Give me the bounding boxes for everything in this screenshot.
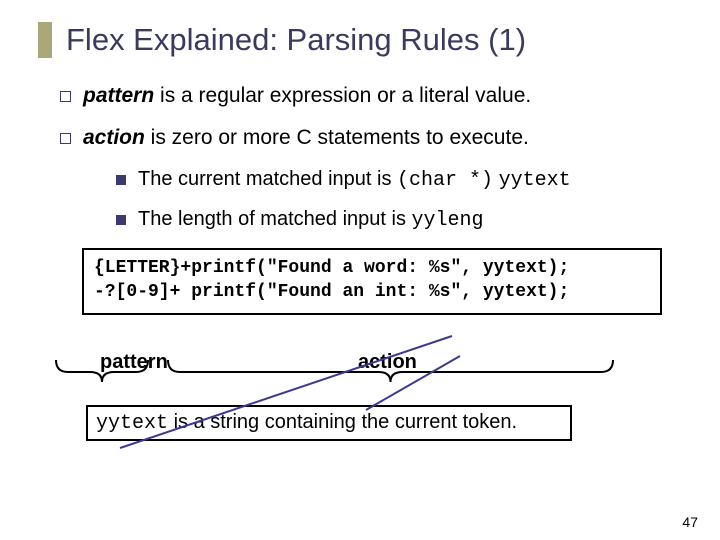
label-row: pattern action <box>82 351 692 391</box>
label-pattern: pattern <box>100 351 168 374</box>
bullet-text: action is zero or more C statements to e… <box>83 126 529 150</box>
code-example-box: {LETTER}+printf("Found a word: %s", yyte… <box>82 248 662 315</box>
italic-term: action <box>83 126 145 149</box>
note-box: yytext is a string containing the curren… <box>86 405 572 441</box>
subbullet-yytext: The current matched input is (char *) yy… <box>116 168 692 192</box>
bullet-action: action is zero or more C statements to e… <box>60 126 692 150</box>
page-number: 47 <box>682 514 698 530</box>
subbullet-text: The current matched input is (char *) yy… <box>138 168 571 192</box>
slide-title: Flex Explained: Parsing Rules (1) <box>66 22 692 58</box>
filled-square-icon <box>116 175 126 185</box>
italic-term: pattern <box>83 84 154 107</box>
subbullet-yyleng: The length of matched input is yyleng <box>116 208 692 232</box>
title-accent-bar: Flex Explained: Parsing Rules (1) <box>38 22 692 58</box>
subbullet-text: The length of matched input is yyleng <box>138 208 484 232</box>
code-line: {LETTER}+printf("Found a word: %s", yyte… <box>94 256 650 280</box>
code-inline: yyleng <box>412 209 484 232</box>
filled-square-icon <box>116 215 126 225</box>
bullet-text: pattern is a regular expression or a lit… <box>83 84 531 108</box>
code-inline: yytext <box>96 412 168 435</box>
label-action: action <box>358 351 417 374</box>
hollow-square-icon <box>60 91 71 102</box>
hollow-square-icon <box>60 133 71 144</box>
code-inline: yytext <box>499 169 571 192</box>
code-inline: (char *) <box>397 169 493 192</box>
bullet-pattern: pattern is a regular expression or a lit… <box>60 84 692 108</box>
code-line: -?[0-9]+ printf("Found an int: %s", yyte… <box>94 280 650 304</box>
